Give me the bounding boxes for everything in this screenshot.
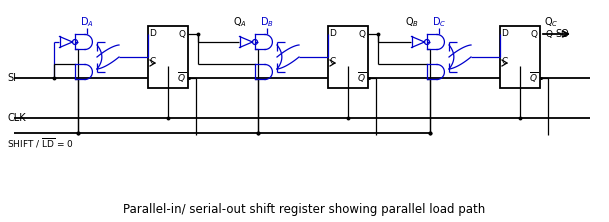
Text: Q$_C$: Q$_C$ bbox=[544, 15, 558, 29]
Text: Q: Q bbox=[530, 30, 538, 38]
Text: SI: SI bbox=[7, 73, 16, 83]
Text: CLK: CLK bbox=[7, 113, 26, 123]
Text: C: C bbox=[330, 57, 336, 65]
Text: D: D bbox=[329, 30, 336, 38]
Text: D$_B$: D$_B$ bbox=[260, 15, 274, 29]
Text: $\overline{Q}$: $\overline{Q}$ bbox=[177, 71, 186, 85]
Text: D: D bbox=[502, 30, 509, 38]
Text: Parallel-in/ serial-out shift register showing parallel load path: Parallel-in/ serial-out shift register s… bbox=[123, 204, 485, 216]
Text: C: C bbox=[150, 57, 156, 65]
Text: Q: Q bbox=[359, 30, 365, 38]
Bar bbox=[148, 26, 188, 88]
Text: D$_C$: D$_C$ bbox=[432, 15, 446, 29]
Text: SHIFT / $\overline{\rm LD}$ = 0: SHIFT / $\overline{\rm LD}$ = 0 bbox=[7, 136, 74, 150]
Text: C: C bbox=[502, 57, 508, 65]
Text: SO: SO bbox=[555, 29, 569, 39]
Text: D: D bbox=[150, 30, 157, 38]
Text: Q$_A$: Q$_A$ bbox=[233, 15, 247, 29]
Bar bbox=[328, 26, 368, 88]
Text: Q$_B$: Q$_B$ bbox=[405, 15, 419, 29]
Text: Q: Q bbox=[178, 30, 186, 38]
Text: $\overline{Q}$: $\overline{Q}$ bbox=[529, 71, 538, 85]
Text: D$_A$: D$_A$ bbox=[80, 15, 94, 29]
Bar bbox=[500, 26, 540, 88]
Text: $\overline{Q}$: $\overline{Q}$ bbox=[357, 71, 367, 85]
Text: Q: Q bbox=[545, 30, 552, 38]
